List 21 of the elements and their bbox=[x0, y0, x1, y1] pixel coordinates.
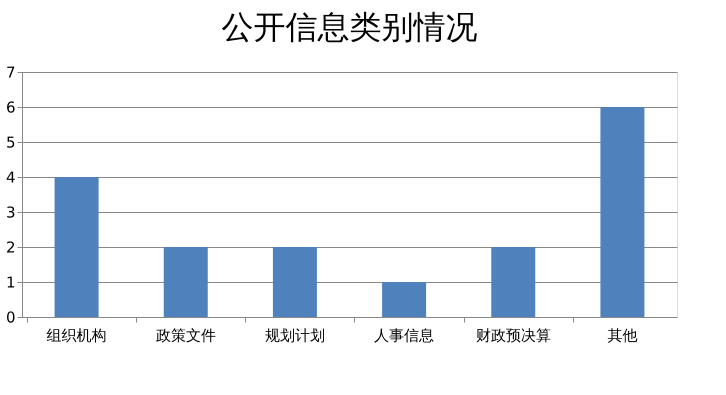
x-tick-label: 其他 bbox=[607, 326, 638, 344]
x-tick-label: 政策文件 bbox=[156, 326, 216, 344]
bar bbox=[164, 247, 208, 317]
x-tick-label: 规划计划 bbox=[264, 326, 325, 344]
x-tick-label: 人事信息 bbox=[374, 326, 434, 344]
x-tick-label: 组织机构 bbox=[46, 326, 107, 344]
bar bbox=[272, 247, 317, 317]
bar bbox=[382, 282, 426, 317]
x-tick-label: 财政预决算 bbox=[476, 326, 551, 344]
y-tick-label: 6 bbox=[6, 98, 16, 116]
bar bbox=[491, 247, 536, 317]
y-tick-label: 1 bbox=[6, 274, 16, 292]
y-tick-label: 2 bbox=[6, 238, 16, 256]
y-tick-label: 4 bbox=[6, 168, 16, 186]
y-tick-label: 5 bbox=[6, 134, 16, 152]
y-tick-label: 0 bbox=[6, 308, 16, 326]
y-tick-label: 7 bbox=[6, 64, 16, 82]
bar bbox=[54, 177, 99, 317]
bar bbox=[600, 107, 644, 317]
chart-title: 公开信息类别情况 bbox=[222, 8, 478, 46]
y-tick-label: 3 bbox=[6, 204, 16, 222]
